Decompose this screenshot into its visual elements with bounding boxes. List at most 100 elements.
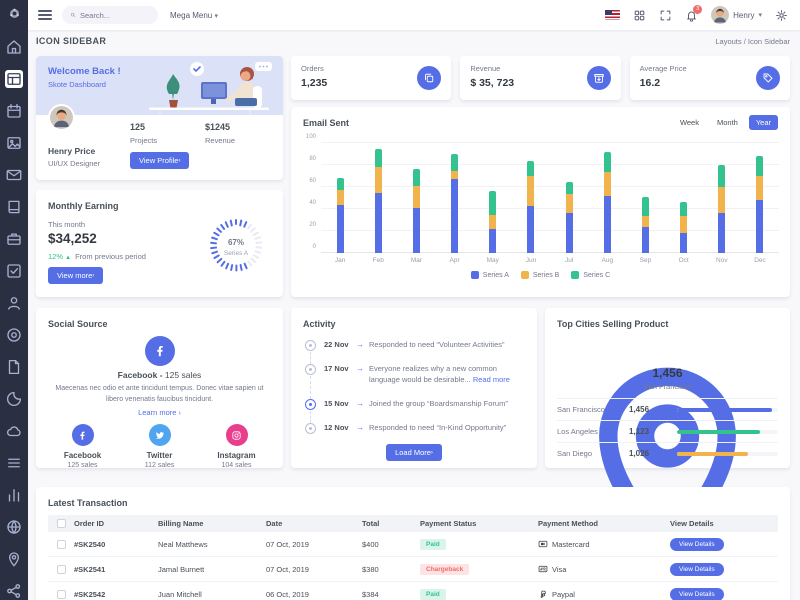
sidebar-item-image[interactable] [5, 134, 23, 152]
header-checkbox-cell [48, 519, 74, 528]
progress-track [677, 407, 778, 412]
bar-segment [374, 192, 382, 253]
radial-percent: 67% [227, 238, 244, 247]
sidebar-item-layout[interactable] [5, 70, 23, 88]
payment-status: Paid [420, 588, 538, 600]
table-row: #SK2541 Jamal Burnett 07 Oct, 2019 $380 Char… [48, 557, 778, 582]
sidebar-item-file[interactable] [5, 358, 23, 376]
range-button-week[interactable]: Week [673, 115, 706, 130]
sidebar-item-calendar[interactable] [5, 102, 23, 120]
sidebar-item-envelope[interactable] [5, 166, 23, 184]
channel-sales: 112 sales [144, 462, 175, 469]
earning-amount: $34,252 [48, 231, 97, 246]
activity-item: 22 Nov → Responded to need “Volunteer Acti… [305, 340, 527, 364]
legend-item: Series B [520, 271, 559, 279]
bar-segment [756, 176, 764, 201]
sidebar-item-check-square[interactable] [5, 262, 23, 280]
sidebar-item-map-pin[interactable] [5, 550, 23, 568]
card-title: Top Cities Selling Product [557, 319, 669, 329]
menu-toggle-icon[interactable] [38, 10, 52, 20]
stat-card-orders: Orders 1,235 [291, 56, 452, 100]
gear-icon[interactable] [775, 9, 788, 22]
order-date: 07 Oct, 2019 [266, 564, 309, 574]
stat-value: 16.2 [639, 77, 661, 89]
order-total: $380 [362, 564, 379, 574]
bar-aug [603, 151, 611, 253]
range-button-year[interactable]: Year [748, 115, 778, 130]
notifications-button[interactable]: 3 [685, 4, 703, 22]
apps-grid-icon[interactable] [633, 9, 646, 22]
activity-item: 17 Nov → Everyone realizes why a new commo… [305, 364, 527, 399]
sidebar-item-bar-chart[interactable] [5, 486, 23, 504]
x-tick-label: Aug [601, 257, 614, 264]
sidebar-item-briefcase[interactable] [5, 230, 23, 248]
mastercard-icon [538, 539, 548, 549]
row-checkbox[interactable] [56, 564, 66, 574]
sidebar-nav [5, 26, 23, 600]
column-header: Payment Method [538, 519, 599, 528]
channel-name: Twitter [146, 451, 173, 460]
order-id: #SK2540 [74, 539, 106, 549]
select-all-checkbox[interactable] [56, 519, 66, 528]
bar-nov [718, 165, 726, 253]
sidebar-item-moon[interactable] [5, 390, 23, 408]
top-city-value: 1,456 [652, 366, 683, 380]
language-flag-icon[interactable] [605, 10, 621, 20]
copy-icon [417, 66, 442, 90]
view-details-button[interactable]: View Details [670, 562, 724, 576]
bar-segment [336, 204, 344, 253]
social-channels: Facebook 125 sales Twitter 112 sales Instagr… [44, 424, 275, 469]
sidebar-item-home[interactable] [5, 38, 23, 56]
mega-menu-button[interactable]: Mega Menu ▾ [170, 10, 218, 20]
column-header: Date [266, 519, 283, 528]
payment-method: Paypal [538, 589, 670, 599]
range-button-month[interactable]: Month [710, 115, 745, 130]
learn-more-link[interactable]: Learn more › [138, 408, 181, 417]
chart-x-axis: Jan Feb Mar Apr May Jun Jul Aug Sep Oct Nov Dec [321, 257, 779, 264]
activity-text: Responded to need “Volunteer Activities” [369, 340, 505, 349]
sidebar-item-share[interactable] [5, 582, 23, 600]
sidebar-item-book[interactable] [5, 198, 23, 216]
read-more-link[interactable]: Read more [472, 374, 510, 384]
breadcrumb[interactable]: Layouts / Icon Sidebar [715, 36, 790, 46]
row-checkbox[interactable] [56, 539, 66, 549]
twitter-icon[interactable] [148, 424, 171, 446]
notification-badge: 3 [693, 4, 703, 14]
y-tick-label: 20 [309, 222, 316, 228]
city-value: 1,026 [629, 449, 650, 458]
facebook-icon[interactable] [71, 424, 94, 446]
archive-icon [586, 66, 611, 90]
sidebar-item-globe[interactable] [5, 518, 23, 536]
instagram-icon[interactable] [225, 424, 248, 446]
user-menu[interactable]: Henry ▾ [711, 6, 762, 24]
bar-segment [527, 160, 535, 177]
view-details-button[interactable]: View Details [670, 537, 724, 551]
view-profile-button[interactable]: View Profile › [130, 152, 190, 169]
y-tick-label: 100 [305, 134, 316, 140]
sidebar-item-disc[interactable] [5, 326, 23, 344]
bar-segment [679, 233, 687, 253]
search-box [62, 6, 158, 24]
bar-segment [412, 207, 420, 253]
top-cities-card: Top Cities Selling Product 1,456 San Fra… [545, 308, 790, 560]
view-details-button[interactable]: View Details [670, 587, 724, 600]
activity-date: 22 Nov [324, 340, 349, 349]
bar-segment [679, 215, 687, 234]
social-channel-instagram: Instagram 104 sales [198, 424, 275, 469]
table-row: #SK2540 Neal Matthews 07 Oct, 2019 $400 Paid… [48, 532, 778, 557]
sidebar-item-cloud[interactable] [5, 422, 23, 440]
search-input[interactable] [80, 10, 150, 20]
city-name: San Francisco [557, 405, 605, 414]
sidebar-item-user[interactable] [5, 294, 23, 312]
arrow-right-icon: → [356, 364, 364, 373]
sidebar-item-list[interactable] [5, 454, 23, 472]
view-more-button[interactable]: View more › [48, 267, 104, 284]
row-checkbox[interactable] [56, 589, 66, 599]
facebook-icon[interactable] [144, 336, 175, 366]
bar-segment [565, 181, 573, 194]
progress-fill [677, 429, 760, 434]
fullscreen-icon[interactable] [659, 9, 672, 22]
bar-segment [679, 202, 687, 216]
app-logo[interactable] [0, 0, 28, 26]
load-more-button[interactable]: Load More › [386, 444, 442, 461]
